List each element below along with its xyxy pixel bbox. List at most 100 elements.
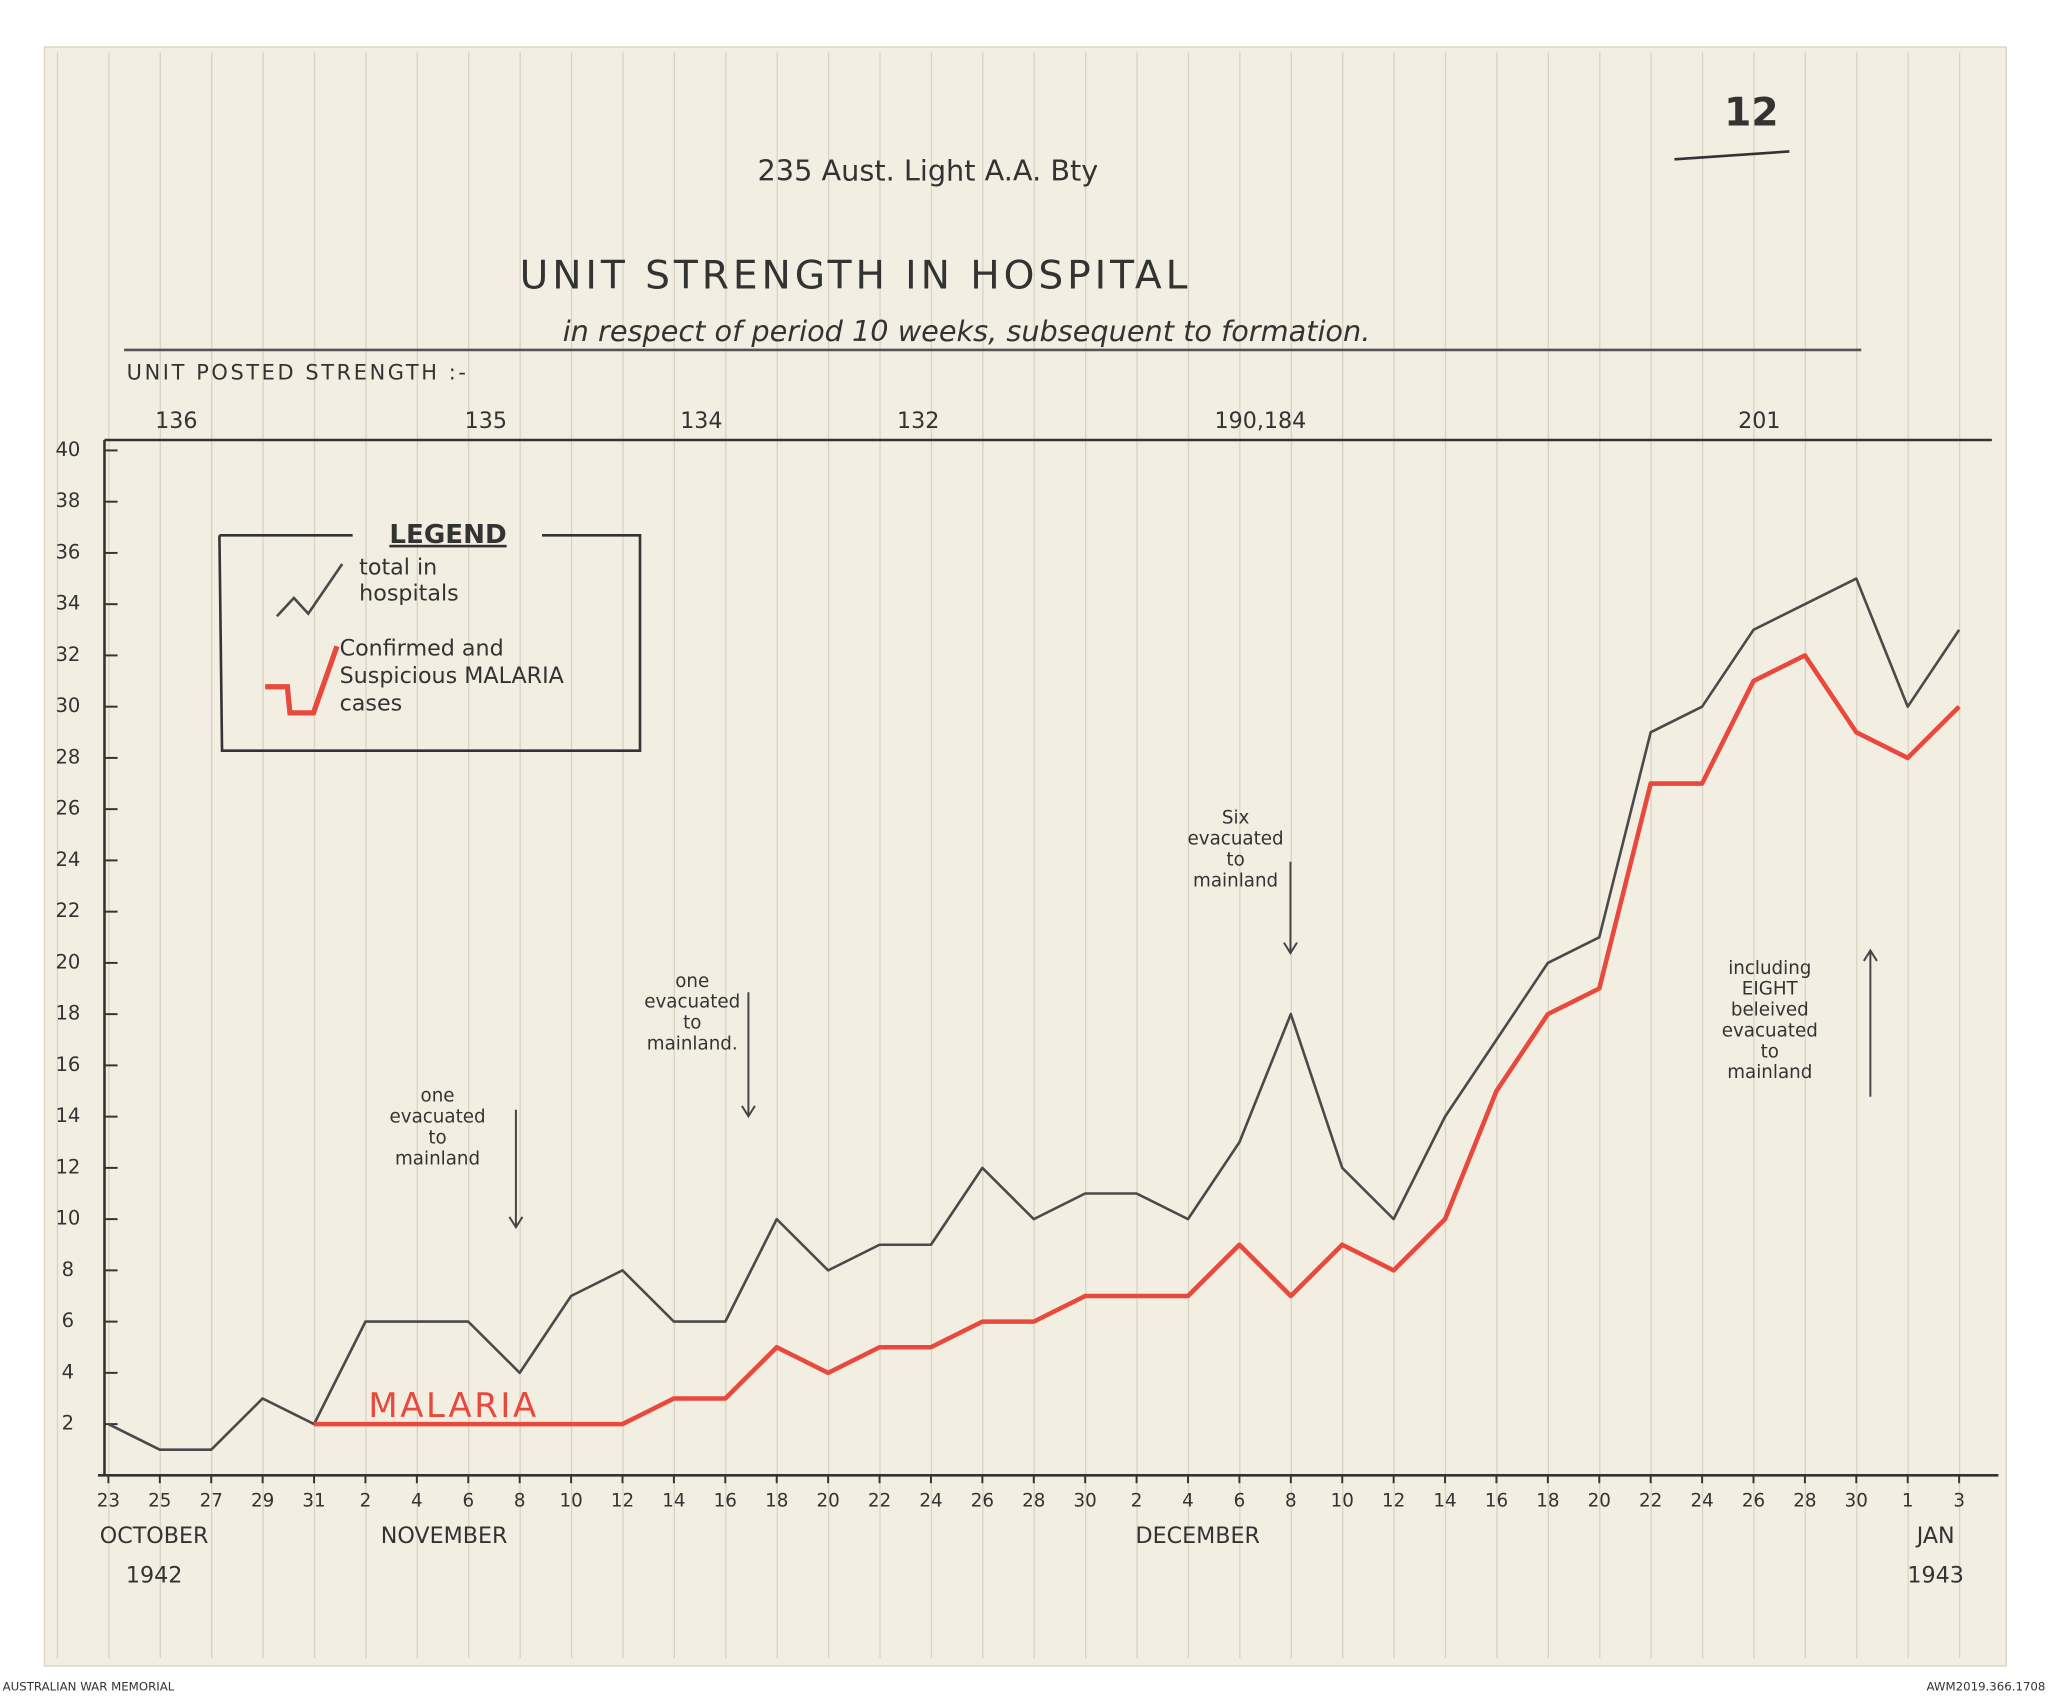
legend-box [218,533,642,753]
x-tick-label: 28 [1793,1490,1816,1511]
legend-swatch [275,563,344,618]
y-tick-label: 24 [55,848,80,871]
annotation: to [1226,849,1244,870]
chart-title: UNIT STRENGTH IN HOSPITAL [520,254,1192,299]
annotation: evacuated [390,1107,486,1128]
x-tick-label: 12 [611,1490,634,1511]
x-tick-label: 31 [302,1490,325,1511]
y-tick-label: 2 [62,1412,74,1435]
annotation: one [421,1086,455,1107]
x-tick-label: 10 [1331,1490,1354,1511]
month-label: NOVEMBER [381,1523,508,1549]
year-label: 1943 [1907,1562,1963,1588]
annotation: one [675,971,709,992]
series-line [107,577,1961,1452]
legend-swatch [265,645,340,716]
x-tick-label: 14 [1433,1490,1456,1511]
annotation: mainland [1193,870,1278,891]
annotation: mainland. [647,1033,738,1054]
x-tick-label: 20 [1588,1490,1611,1511]
y-tick-label: 18 [55,1002,80,1025]
annotation: Six [1222,808,1250,829]
x-tick-label: 2 [360,1490,372,1511]
annotation-arrow [741,992,756,1119]
y-tick-label: 40 [55,438,80,461]
posted-strength: 201 [1738,408,1780,434]
x-tick-label: 18 [765,1490,788,1511]
annotation: to [683,1013,701,1034]
x-tick-label: 26 [1742,1490,1765,1511]
series-line [314,653,1961,1427]
posted-strength: 190,184 [1215,408,1307,434]
x-tick-label: 30 [1074,1490,1097,1511]
annotation: mainland [1727,1062,1812,1083]
y-tick-label: 10 [55,1207,80,1230]
annotation: to [428,1128,446,1149]
annotation-arrow [508,1109,524,1230]
x-tick-label: 18 [1536,1490,1559,1511]
x-tick-label: 26 [971,1490,994,1511]
x-tick-label: 6 [462,1490,474,1511]
legend-label: total in hospitals [359,554,459,608]
x-tick-label: 27 [200,1490,223,1511]
series-label: MALARIA [368,1386,539,1426]
chart-subtitle: in respect of period 10 weeks, subsequen… [563,314,1371,348]
month-label: DECEMBER [1135,1523,1259,1549]
y-tick-label: 6 [62,1309,74,1332]
y-tick-label: 34 [55,592,80,615]
month-label: OCTOBER [100,1523,209,1549]
footer-right: AWM2019.366.1708 [1927,1679,2046,1693]
annotation: evacuated [1188,829,1284,850]
x-tick-label: 6 [1234,1490,1246,1511]
x-tick-label: 10 [559,1490,582,1511]
legend-item: Confirmed and Suspicious MALARIA cases [339,635,564,717]
page-number: 12 [1724,90,1779,135]
annotation: EIGHT [1742,979,1799,1000]
legend-label: Confirmed and Suspicious MALARIA cases [339,635,564,717]
x-tick-label: 12 [1382,1490,1405,1511]
x-tick-label: 3 [1953,1490,1965,1511]
legend: LEGEND total in hospitals Confirmed and … [218,520,642,753]
legend-item: total in hospitals [359,554,459,608]
footer-left: AUSTRALIAN WAR MEMORIAL [3,1679,175,1693]
annotation-arrow [1863,948,1878,1097]
posted-strength-label: UNIT POSTED STRENGTH :- [127,360,469,384]
paper-rules [56,52,1961,1659]
y-tick-label: 4 [62,1360,74,1383]
x-tick-label: 1 [1902,1490,1914,1511]
annotation: beleived [1731,1000,1809,1021]
year-label: 1942 [126,1562,182,1588]
x-tick-label: 4 [411,1490,423,1511]
x-tick-label: 8 [514,1490,526,1511]
x-tick-label: 14 [662,1490,685,1511]
annotation-arrow [1283,861,1298,955]
x-tick-label: 24 [1690,1490,1713,1511]
page-number-rule [1674,150,1790,161]
paper [43,46,2007,1667]
x-tick-label: 24 [919,1490,942,1511]
x-tick-label: 22 [1639,1490,1662,1511]
y-tick-label: 20 [55,950,80,973]
y-tick-label: 38 [55,489,80,512]
y-tick-label: 8 [62,1258,74,1281]
x-tick-label: 20 [817,1490,840,1511]
y-tick-label: 22 [55,899,80,922]
x-tick-label: 8 [1285,1490,1297,1511]
posted-strength: 132 [897,408,939,434]
posted-strength: 136 [155,408,197,434]
y-tick-label: 26 [55,797,80,820]
x-tick-label: 23 [97,1490,120,1511]
x-tick-label: 25 [148,1490,171,1511]
y-tick-label: 16 [55,1053,80,1076]
x-tick-label: 2 [1131,1490,1143,1511]
y-tick-label: 12 [55,1155,80,1178]
y-tick-label: 28 [55,745,80,768]
x-tick-label: 30 [1845,1490,1868,1511]
y-tick-label: 14 [55,1104,80,1127]
y-tick-label: 32 [55,643,80,666]
annotation: evacuated [1722,1020,1818,1041]
x-tick-label: 29 [251,1490,274,1511]
x-tick-label: 4 [1182,1490,1194,1511]
